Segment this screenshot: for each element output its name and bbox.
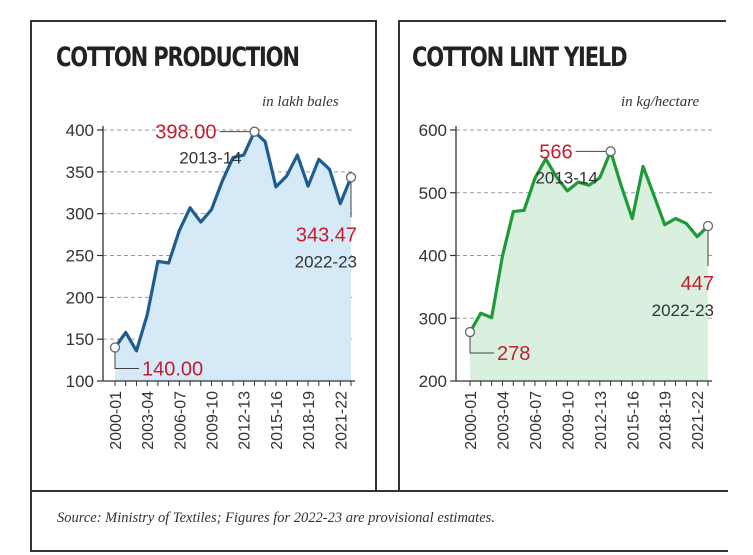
yield-first-leader	[469, 337, 494, 354]
production-max-year-label: 2013-14	[179, 149, 241, 168]
yield-xtick-label: 2000-01	[463, 391, 480, 450]
production-ytick-label: 400	[66, 121, 94, 140]
production-panel-frame	[30, 20, 377, 492]
yield-max-year-label: 2013-14	[535, 168, 597, 187]
production-area-fill	[115, 131, 351, 381]
yield-unit-label: in kg/hectare	[621, 94, 700, 110]
production-max-marker	[249, 126, 260, 137]
production-ytick-label: 250	[66, 247, 94, 266]
yield-xtick-label: 2015-16	[625, 391, 642, 450]
yield-title: COTTON LINT YIELD	[412, 42, 628, 73]
yield-end-marker	[702, 220, 714, 232]
production-xtick-label: 2000-01	[108, 391, 125, 450]
yield-max-value-label: 566	[539, 141, 572, 163]
production-end-year-label: 2022-23	[295, 252, 357, 271]
yield-ytick-label: 200	[419, 372, 447, 391]
yield-first-value-label: 278	[497, 343, 530, 365]
production-ytick-label: 100	[66, 372, 94, 391]
production-ytick-label: 150	[66, 330, 94, 349]
production-first-value-label: 140.00	[142, 359, 203, 381]
production-first-marker	[109, 342, 121, 353]
production-xtick-label: 2018-19	[301, 391, 318, 450]
yield-panel-frame	[398, 20, 726, 492]
yield-xtick-label: 2009-10	[560, 391, 577, 450]
production-ytick-label: 200	[66, 288, 94, 307]
production-title: COTTON PRODUCTION	[56, 42, 300, 73]
yield-first-marker	[464, 326, 476, 338]
production-end-value-label: 343.47	[296, 224, 357, 246]
production-series-line	[113, 130, 353, 353]
production-xtick-label: 2006-07	[172, 391, 189, 450]
yield-xtick-label: 2018-19	[658, 391, 675, 450]
production-ytick-label: 300	[66, 205, 94, 224]
production-end-marker	[345, 172, 357, 183]
yield-max-leader	[575, 150, 612, 156]
production-first-leader	[114, 352, 139, 370]
yield-xtick-label: 2012-13	[593, 391, 610, 450]
yield-series-line	[468, 149, 710, 334]
production-max-value-label: 398.00	[155, 122, 216, 144]
production-xtick-label: 2015-16	[269, 391, 286, 450]
yield-xtick-label: 2003-04	[495, 391, 512, 450]
yield-ytick-label: 600	[419, 121, 447, 140]
yield-end-value-label: 447	[681, 273, 714, 295]
source-note: Source: Ministry of Textiles; Figures fo…	[57, 510, 495, 526]
production-unit-label: in lakh bales	[262, 94, 339, 110]
footer-frame	[30, 490, 728, 552]
yield-end-year-label: 2022-23	[652, 301, 714, 320]
yield-ytick-label: 400	[419, 247, 447, 266]
production-xtick-label: 2003-04	[140, 391, 157, 450]
yield-xtick-label: 2021-22	[690, 391, 707, 450]
production-xtick-label: 2009-10	[205, 391, 222, 450]
yield-ytick-label: 500	[419, 184, 447, 203]
yield-max-marker	[605, 146, 616, 157]
yield-ytick-label: 300	[419, 309, 447, 328]
yield-xtick-label: 2006-07	[528, 391, 545, 450]
production-ytick-label: 350	[66, 163, 94, 182]
production-xtick-label: 2012-13	[237, 391, 254, 450]
yield-area-fill	[470, 151, 708, 381]
production-xtick-label: 2021-22	[333, 391, 350, 450]
